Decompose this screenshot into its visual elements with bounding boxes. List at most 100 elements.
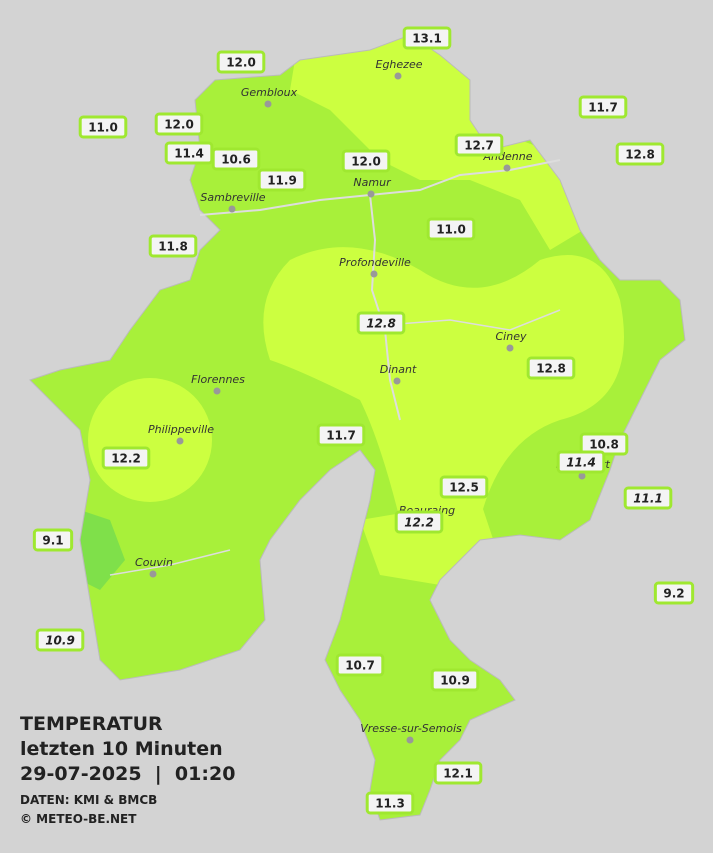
station-box — [35, 628, 85, 652]
station-value: 11.4 — [566, 456, 596, 470]
station: 11.7 — [316, 423, 366, 447]
station: 10.9 — [35, 628, 85, 652]
station-value: 11.8 — [158, 240, 188, 254]
station: 11.0 — [426, 217, 476, 241]
city-dot — [149, 570, 157, 578]
station-box — [32, 528, 74, 552]
station-value: 10.6 — [221, 153, 251, 167]
station: 11.3 — [365, 791, 415, 815]
station: 9.1 — [32, 528, 74, 552]
station-box — [78, 115, 128, 139]
station: 12.5 — [439, 475, 489, 499]
city-dot — [264, 100, 272, 108]
station-box — [454, 133, 504, 157]
station-value: 11.0 — [436, 223, 466, 237]
city-dot — [367, 190, 375, 198]
station-value: 12.0 — [226, 56, 256, 70]
station-box — [216, 50, 266, 74]
station: 12.0 — [154, 112, 204, 136]
city-name: Sambreville — [200, 191, 265, 204]
station-value: 12.8 — [536, 362, 566, 376]
station: 12.1 — [433, 761, 483, 785]
station: 10.6 — [211, 147, 261, 171]
station-value: 12.8 — [366, 317, 396, 331]
station-box — [426, 217, 476, 241]
city-name: Profondeville — [339, 256, 411, 269]
station: 12.8 — [526, 356, 576, 380]
city-name: Philippeville — [148, 423, 214, 436]
station-value: 11.0 — [88, 121, 118, 135]
station: 11.1 — [623, 486, 673, 510]
station-value: 11.7 — [588, 101, 618, 115]
station-box — [430, 668, 480, 692]
station-value: 10.9 — [45, 634, 75, 648]
station-box — [154, 112, 204, 136]
station-box — [341, 149, 391, 173]
station-value: 11.9 — [267, 174, 297, 188]
subtitle: letzten 10 Minuten — [20, 738, 223, 760]
city-dot — [503, 164, 511, 172]
station-value: 9.1 — [42, 534, 63, 548]
copyright: © METEO-BE.NET — [20, 812, 137, 826]
station: 10.9 — [430, 668, 480, 692]
station-value: 13.1 — [412, 32, 442, 46]
city-dot — [406, 736, 414, 744]
station: 12.0 — [216, 50, 266, 74]
city-name: Vresse-sur-Semois — [360, 722, 462, 735]
city-name: Gembloux — [241, 86, 298, 99]
station-box — [623, 486, 673, 510]
station-value: 11.7 — [326, 429, 356, 443]
station-value: 12.5 — [449, 481, 479, 495]
station-box — [101, 446, 151, 470]
city-name: Florennes — [191, 373, 245, 386]
city-dot — [393, 377, 401, 385]
city-name: Eghezee — [376, 58, 423, 71]
station: 10.7 — [335, 653, 385, 677]
station-box — [335, 653, 385, 677]
station-value: 12.7 — [464, 139, 494, 153]
station: 12.2 — [101, 446, 151, 470]
station: 12.2 — [394, 510, 444, 534]
station-box — [148, 234, 198, 258]
title: TEMPERATUR — [20, 713, 163, 735]
station-value: 11.3 — [375, 797, 405, 811]
station: 11.8 — [148, 234, 198, 258]
station: 12.7 — [454, 133, 504, 157]
station-box — [615, 142, 665, 166]
station-box — [556, 450, 606, 474]
city-dot — [506, 344, 514, 352]
station-value: 11.4 — [174, 147, 204, 161]
station-box — [257, 168, 307, 192]
station: 9.2 — [653, 581, 695, 605]
station: 11.4 — [164, 141, 214, 165]
city-name: Namur — [353, 176, 392, 189]
station: 13.1 — [402, 26, 452, 50]
station: 10.8 — [579, 432, 629, 456]
station: 12.8 — [356, 311, 406, 335]
station: 11.9 — [257, 168, 307, 192]
station-value: 12.2 — [111, 452, 141, 466]
station-box — [578, 95, 628, 119]
station-box — [211, 147, 261, 171]
station-value: 10.7 — [345, 659, 375, 673]
city-dot — [370, 270, 378, 278]
station-box — [365, 791, 415, 815]
station-box — [526, 356, 576, 380]
station-box — [356, 311, 406, 335]
station: 11.4 — [556, 450, 606, 474]
city-dot — [394, 72, 402, 80]
city-name: Dinant — [380, 363, 417, 376]
timestamp: 29-07-2025 | 01:20 — [20, 763, 235, 785]
station-box — [653, 581, 695, 605]
station-box — [316, 423, 366, 447]
source: DATEN: KMI & BMCB — [20, 793, 157, 807]
station: 12.8 — [615, 142, 665, 166]
city-dot — [176, 437, 184, 445]
station-value: 11.1 — [633, 492, 663, 506]
station-value: 10.9 — [440, 674, 470, 688]
city-name: Couvin — [135, 556, 173, 569]
station: 11.7 — [578, 95, 628, 119]
station-value: 12.2 — [404, 516, 434, 530]
station-value: 12.8 — [625, 148, 655, 162]
